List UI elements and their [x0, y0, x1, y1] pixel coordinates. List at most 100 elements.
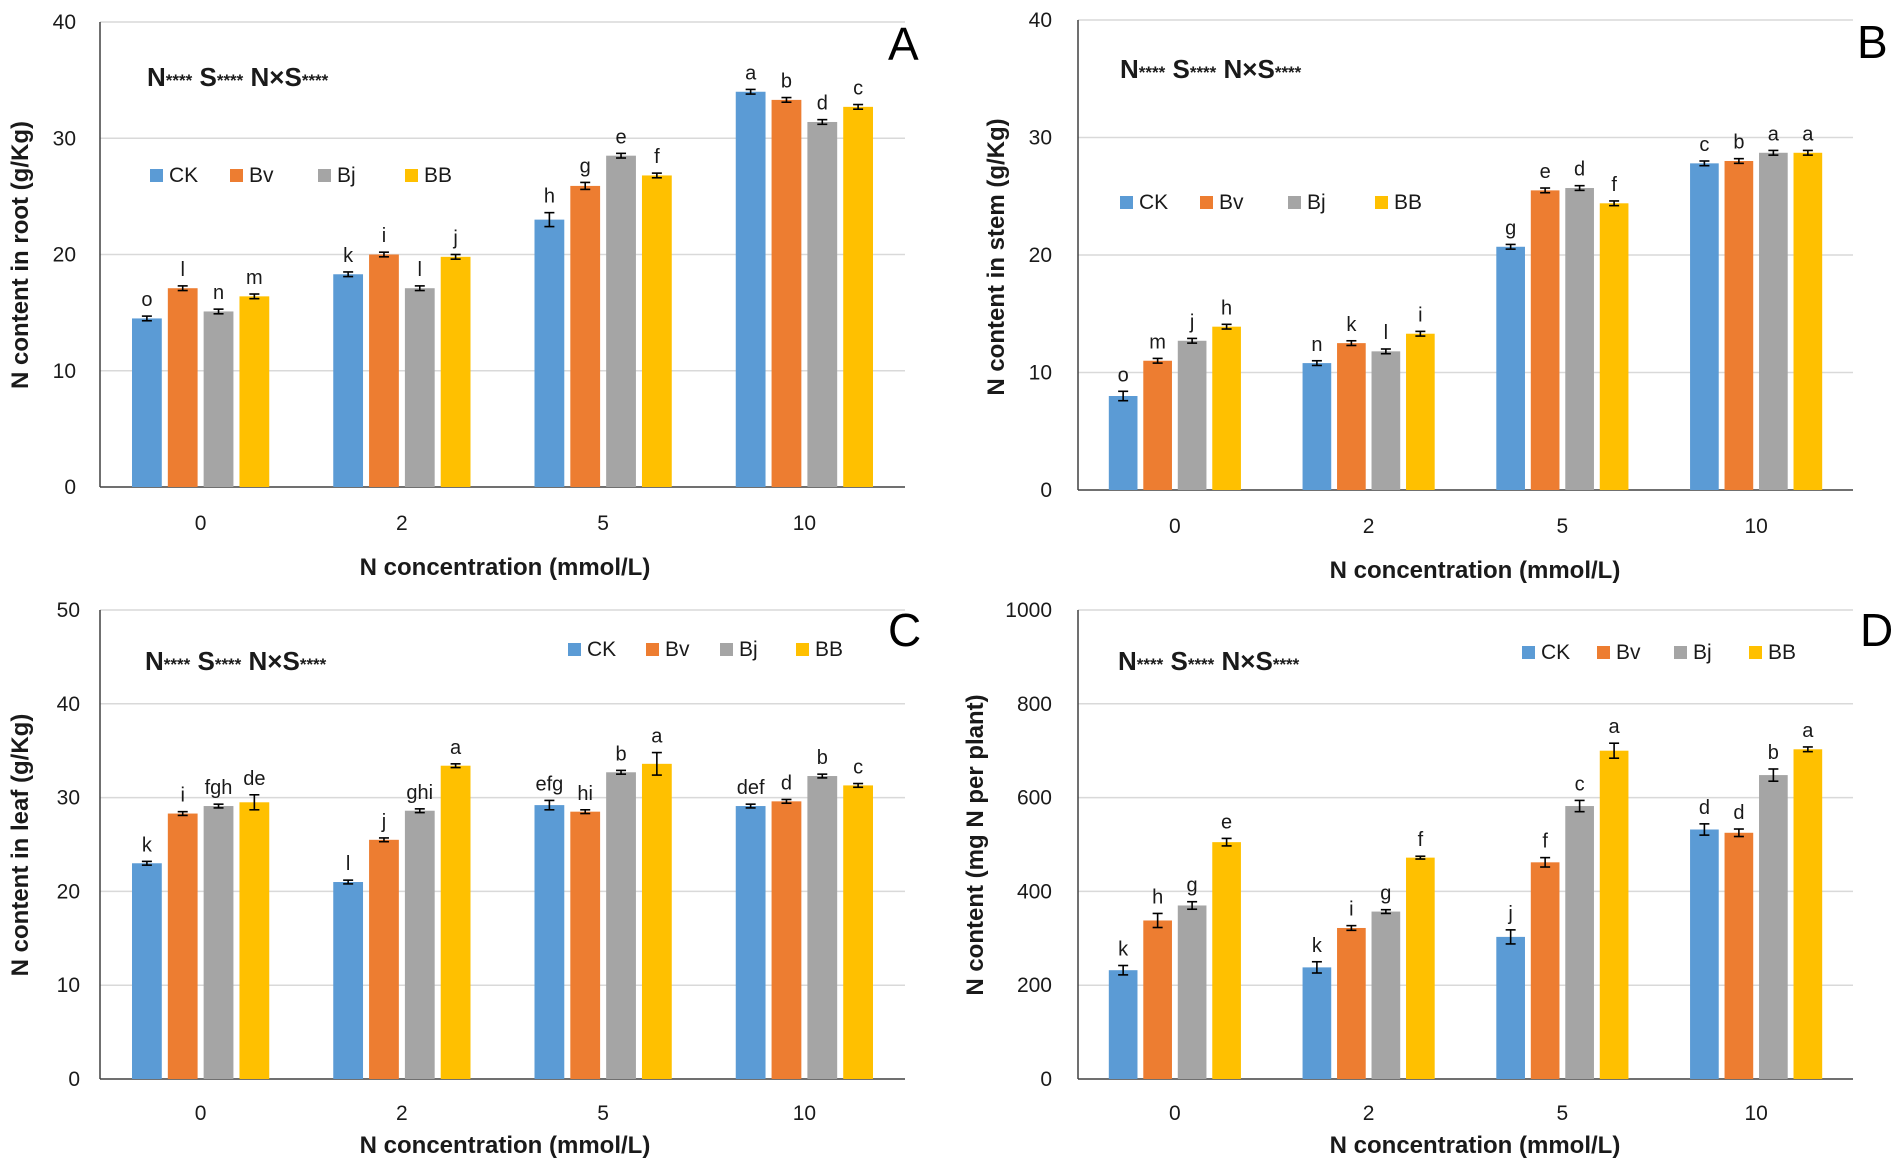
significance-letter: d [1733, 802, 1744, 824]
bar-ck [1690, 163, 1719, 490]
bar-bv [369, 254, 399, 487]
x-tick-label: 5 [597, 512, 609, 535]
bar-bv [1337, 343, 1366, 490]
bar-bj [404, 288, 435, 487]
significance-letter: h [1221, 297, 1232, 319]
bar-bb [1212, 842, 1241, 1079]
y-tick-label: 10 [1029, 362, 1052, 385]
y-tick-label: 200 [1017, 974, 1052, 997]
bar-bj [1371, 351, 1401, 490]
legend-label-ck: CK [1541, 641, 1570, 664]
bar-ck [534, 805, 565, 1079]
panel-letter: A [888, 18, 919, 70]
x-tick-label: 2 [396, 1102, 408, 1125]
legend-label-bb: BB [424, 164, 452, 187]
bar-bv [1530, 190, 1560, 490]
significance-letter: def [737, 777, 765, 799]
legend-label-bj: Bj [739, 638, 758, 661]
significance-letter: a [450, 737, 462, 759]
bar-bv [369, 839, 399, 1079]
legend-swatch-bb [1375, 196, 1388, 209]
significance-letter: e [1221, 811, 1232, 833]
significance-letter: k [1118, 939, 1129, 961]
y-tick-label: 20 [57, 880, 80, 903]
legend-label-bj: Bj [337, 164, 356, 187]
y-tick-label: 0 [1040, 1068, 1052, 1091]
x-tick-label: 10 [793, 512, 816, 535]
x-tick-label: 0 [1169, 1102, 1181, 1125]
x-tick-label: 0 [195, 1102, 207, 1125]
bar-bj [606, 772, 636, 1079]
y-tick-label: 40 [1029, 9, 1052, 32]
significance-letter: a [1609, 716, 1621, 738]
bar-bv [1143, 920, 1172, 1079]
y-tick-label: 0 [68, 1068, 80, 1091]
y-axis-title: N content in root (g/Kg) [7, 121, 34, 389]
x-tick-label: 10 [1744, 1102, 1767, 1125]
legend-swatch-ck [1120, 196, 1133, 209]
bar-bv [570, 811, 601, 1079]
legend-label-ck: CK [169, 164, 198, 187]
legend-swatch-bv [1200, 196, 1213, 209]
significance-letter: b [615, 743, 626, 765]
significance-letter: b [781, 71, 792, 93]
y-tick-label: 30 [57, 787, 80, 810]
legend-label-bb: BB [815, 638, 843, 661]
bar-bj [404, 810, 435, 1079]
legend-swatch-ck [568, 643, 581, 656]
bar-bj [203, 311, 234, 487]
legend-swatch-bv [646, 643, 659, 656]
legend-swatch-bj [318, 169, 331, 182]
bar-ck [1302, 967, 1332, 1079]
bar-bj [1177, 340, 1207, 490]
bar-bj [807, 776, 838, 1079]
bar-bj [1177, 905, 1207, 1079]
bar-ck [735, 806, 766, 1079]
x-tick-label: 2 [1363, 515, 1375, 538]
significance-letter: a [1768, 123, 1780, 145]
significance-letter: d [1574, 159, 1585, 181]
significance-letter: a [1802, 123, 1814, 145]
bar-ck [1302, 363, 1332, 490]
legend-swatch-bb [405, 169, 418, 182]
bar-bj [1565, 188, 1594, 490]
legend-label-bv: Bv [1616, 641, 1641, 664]
bar-bb [843, 785, 874, 1079]
bar-ck [333, 882, 364, 1079]
bar-bb [239, 802, 270, 1079]
bar-bb [1599, 750, 1629, 1079]
legend-swatch-bj [1674, 646, 1687, 659]
significance-letter: h [544, 186, 555, 208]
x-tick-label: 0 [1169, 515, 1181, 538]
y-tick-label: 10 [57, 974, 80, 997]
significance-letter: g [580, 155, 591, 177]
significance-letter: n [1311, 334, 1322, 356]
significance-letter: j [452, 228, 457, 250]
y-tick-label: 30 [53, 127, 76, 150]
significance-letter: h [1152, 886, 1163, 908]
significance-letter: b [1768, 742, 1779, 764]
bar-ck [1496, 246, 1525, 490]
legend-label-bb: BB [1394, 191, 1422, 214]
significance-letter: a [651, 726, 663, 748]
panel-letter: D [1860, 604, 1893, 656]
significance-letter: c [1575, 773, 1585, 795]
y-tick-label: 50 [57, 599, 80, 622]
significance-letter: i [1418, 304, 1422, 326]
bar-bb [1406, 857, 1435, 1079]
bar-bb [1793, 152, 1823, 490]
bar-ck [131, 863, 162, 1079]
legend-label-bv: Bv [665, 638, 690, 661]
bar-bb [1599, 203, 1629, 491]
significance-letter: g [1505, 217, 1516, 239]
legend-swatch-ck [1522, 646, 1535, 659]
legend-label-bb: BB [1768, 641, 1796, 664]
bar-bb [239, 296, 270, 487]
bar-bb [1406, 333, 1435, 490]
x-tick-label: 5 [1557, 515, 1569, 538]
panel-letter: C [888, 604, 921, 656]
bar-bj [1371, 911, 1401, 1079]
x-tick-label: 10 [793, 1102, 816, 1125]
y-tick-label: 0 [64, 476, 76, 499]
